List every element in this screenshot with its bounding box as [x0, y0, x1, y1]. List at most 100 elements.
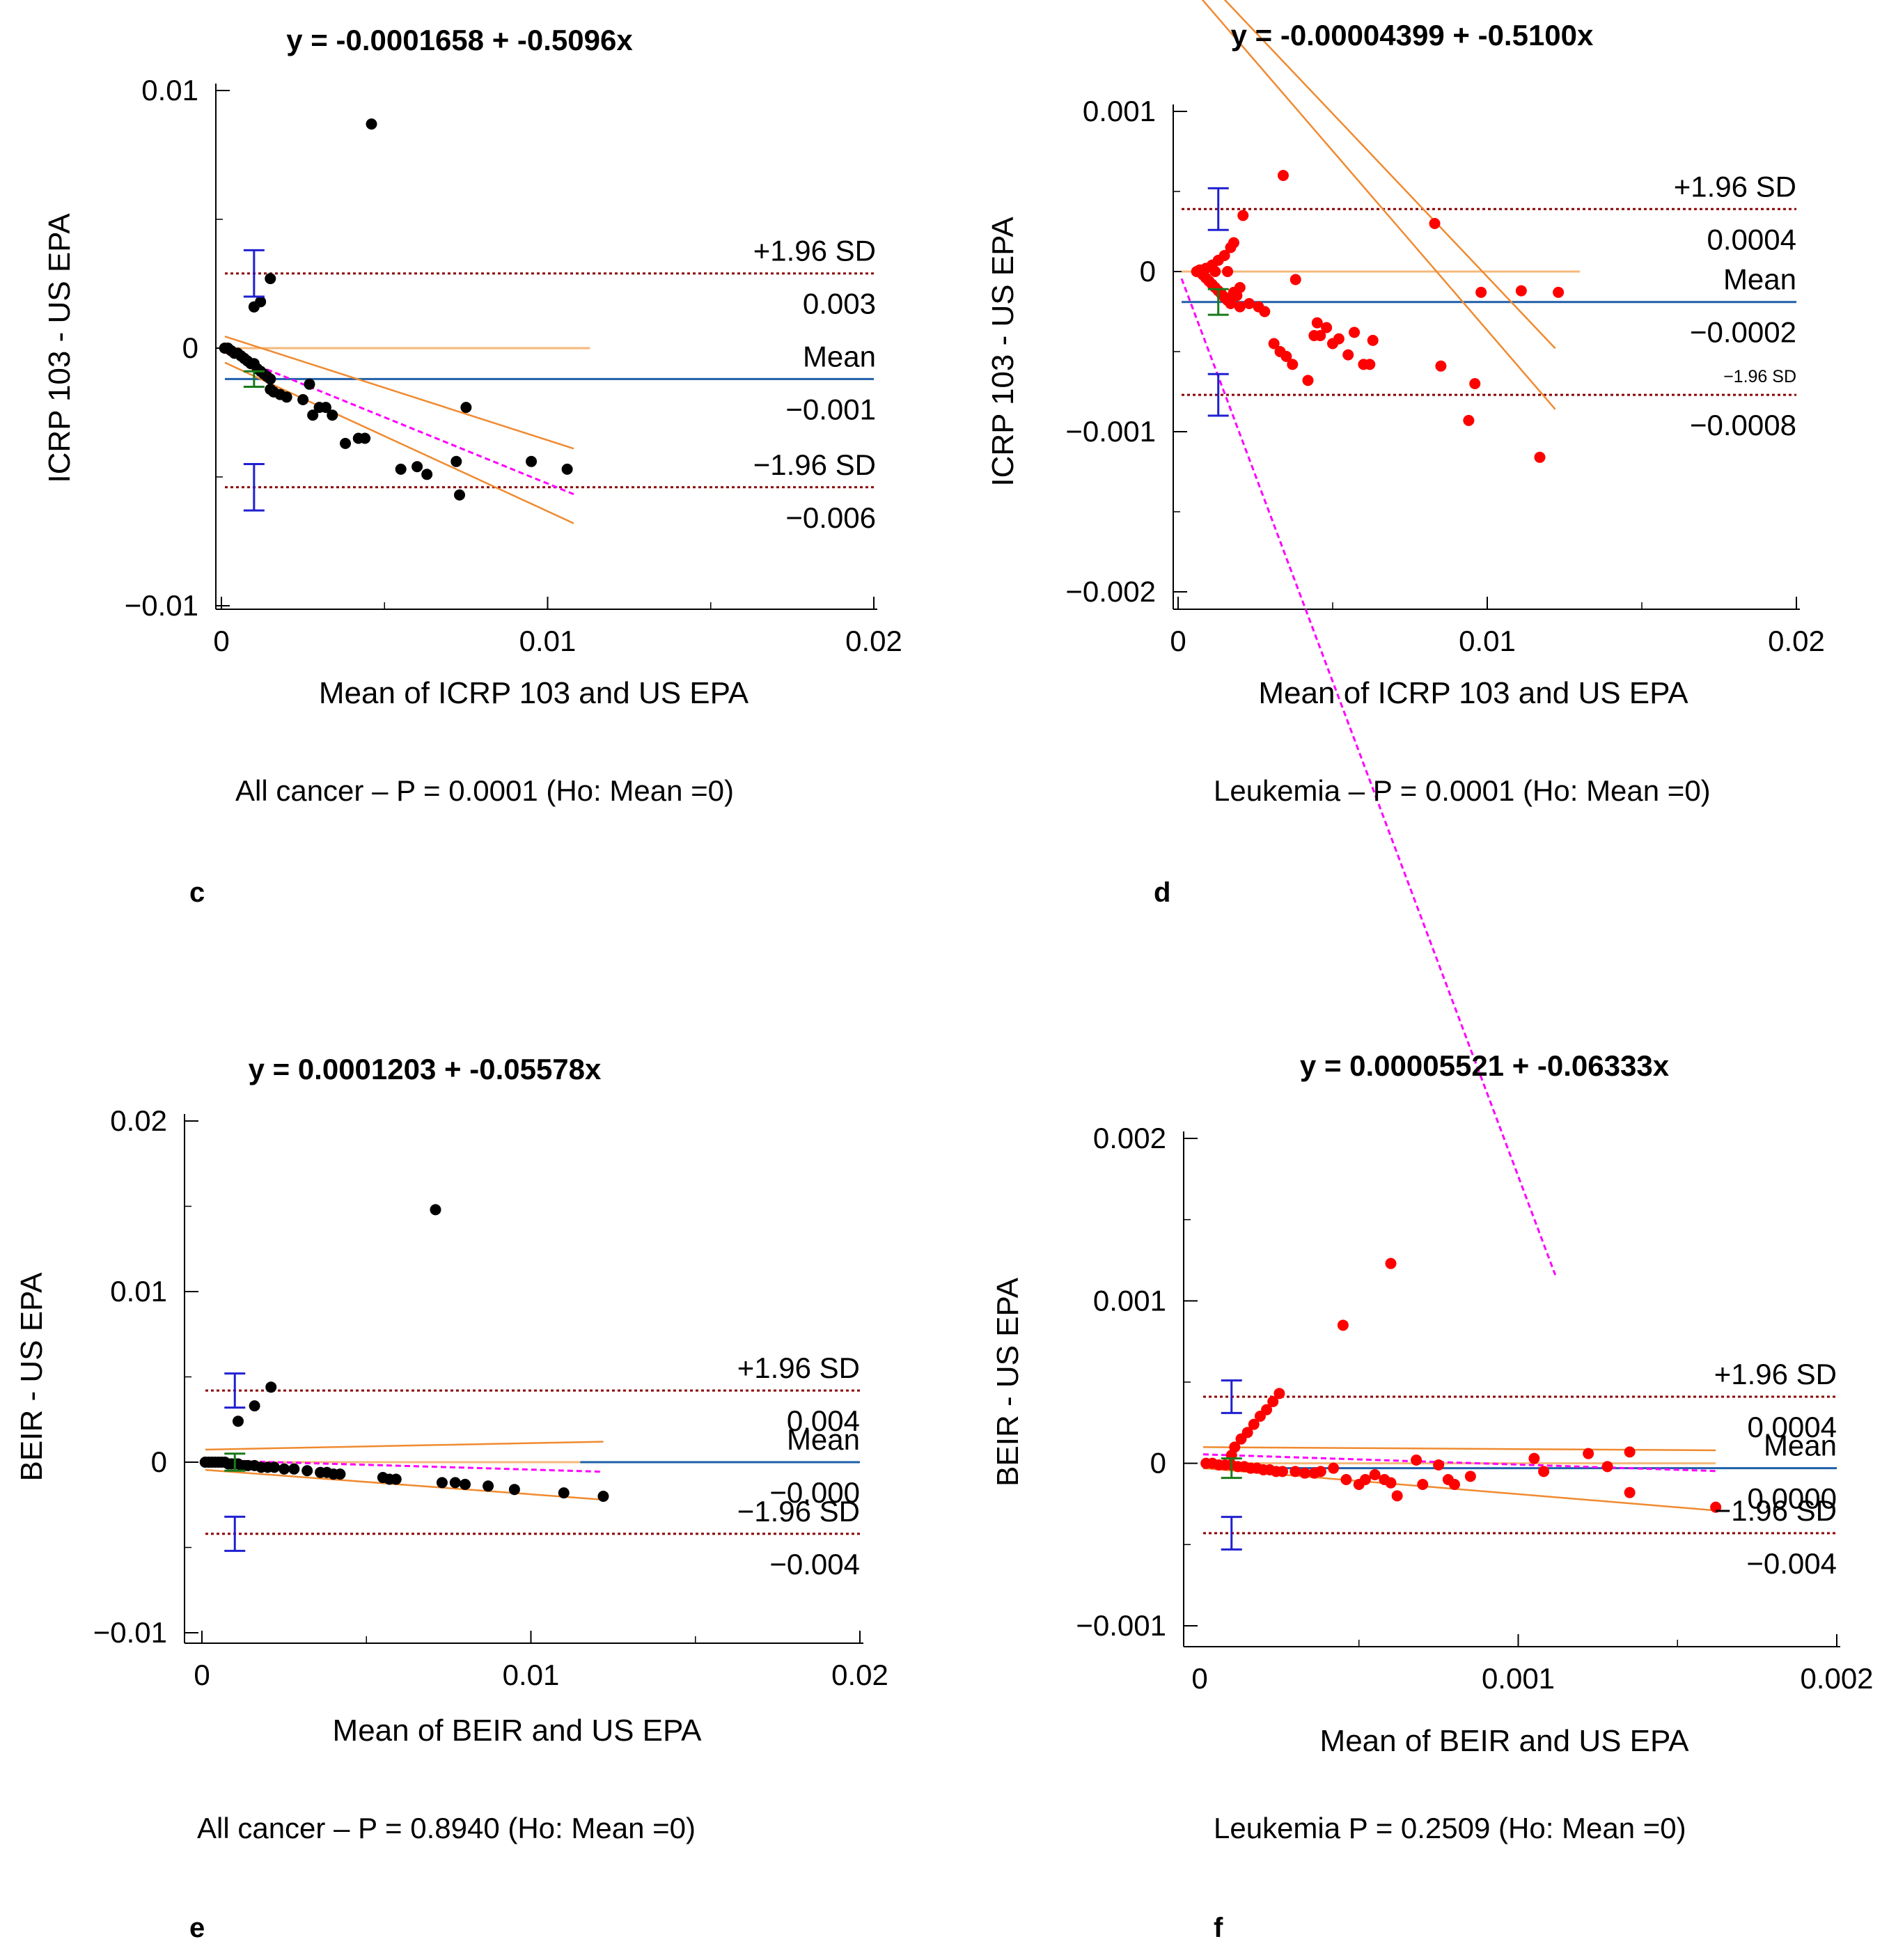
x-axis-label: Mean of ICRP 103 and US EPA	[1258, 676, 1688, 710]
data-point	[561, 463, 573, 475]
line-annotation: −1.96 SD	[1714, 1494, 1837, 1527]
data-point	[1385, 1477, 1397, 1489]
x-tick-label: 0.02	[831, 1659, 888, 1691]
data-point	[1237, 210, 1249, 221]
y-tick-label: 0.01	[110, 1275, 167, 1308]
y-tick-label: −0.01	[125, 589, 198, 622]
data-point	[1624, 1487, 1636, 1498]
data-point	[1624, 1446, 1636, 1458]
data-point	[1369, 1469, 1381, 1480]
data-point	[1435, 360, 1447, 372]
line-annotation: −0.004	[769, 1548, 860, 1581]
x-tick-label: 0.01	[1459, 625, 1516, 657]
data-point	[1475, 286, 1487, 298]
regression-line	[1180, 278, 1557, 1276]
data-point	[449, 1477, 461, 1489]
data-point	[1534, 451, 1546, 463]
regression-line	[205, 1459, 604, 1473]
data-point	[320, 402, 331, 414]
x-tick-label: 0.02	[845, 625, 902, 657]
panel-caption: All cancer – P = 0.0001 (Ho: Mean =0)	[235, 774, 734, 807]
data-point	[327, 409, 338, 421]
data-point	[460, 1478, 471, 1490]
data-point	[1417, 1479, 1429, 1490]
line-annotation: 0.004	[787, 1404, 860, 1437]
y-axis-label: ICRP 103 - US EPA	[986, 217, 1020, 487]
data-point	[1273, 1388, 1285, 1400]
x-axis-label: Mean of BEIR and US EPA	[333, 1714, 703, 1748]
data-point	[1321, 322, 1333, 334]
data-point	[526, 455, 538, 467]
data-point	[1601, 1461, 1613, 1473]
data-point	[395, 463, 407, 475]
data-point	[1391, 1490, 1403, 1502]
line-annotation: −1.96 SD	[753, 448, 876, 481]
data-point	[1315, 330, 1326, 341]
data-point	[1287, 359, 1299, 370]
panel-letter: e	[189, 1913, 205, 1943]
data-point	[460, 402, 472, 414]
y-tick-label: −0.002	[1065, 575, 1156, 608]
data-point	[1367, 334, 1379, 346]
data-point	[1385, 1257, 1397, 1269]
line-annotation: −0.004	[1746, 1547, 1837, 1580]
y-tick-label: 0.001	[1093, 1284, 1166, 1317]
x-tick-label: 0.02	[1768, 625, 1825, 657]
data-point	[1349, 327, 1361, 338]
data-point	[1248, 1418, 1260, 1430]
data-point	[1276, 1466, 1288, 1477]
data-point	[281, 391, 292, 403]
data-point	[359, 432, 371, 444]
data-point	[1267, 1396, 1279, 1407]
data-point	[232, 1416, 244, 1427]
y-tick-label: −0.001	[1065, 415, 1156, 448]
y-tick-label: 0	[1140, 255, 1156, 288]
x-tick-label: 0	[213, 625, 229, 657]
panel-letter: f	[1214, 1913, 1223, 1943]
y-axis-label: ICRP 103 - US EPA	[42, 213, 77, 483]
data-point	[1463, 414, 1475, 426]
data-point	[1449, 1479, 1460, 1490]
x-axis-label: Mean of ICRP 103 and US EPA	[319, 676, 749, 710]
line-annotation: Mean	[803, 340, 876, 373]
data-point	[450, 455, 462, 467]
regression-line	[1202, 1453, 1716, 1473]
data-point	[1359, 1474, 1371, 1485]
chart-title: y = -0.0001658 + -0.5096x	[286, 24, 633, 56]
x-tick-label: 0	[1170, 625, 1186, 657]
data-point	[249, 1400, 260, 1412]
data-point	[1290, 1466, 1301, 1477]
data-point	[411, 461, 423, 473]
chart-title: y = 0.00005521 + -0.06333x	[1300, 1049, 1670, 1082]
line-annotation: +1.96 SD	[737, 1351, 860, 1384]
data-point	[1337, 1319, 1349, 1331]
data-point	[558, 1487, 570, 1499]
data-point	[1225, 298, 1237, 309]
data-point	[1311, 317, 1323, 329]
y-tick-label: 0.01	[141, 74, 198, 107]
regression-ci-lower	[205, 1468, 604, 1501]
y-tick-label: 0	[1150, 1447, 1166, 1480]
line-annotation: Mean	[1723, 263, 1796, 296]
data-point	[1277, 170, 1289, 181]
regression-ci-upper	[1202, 1446, 1716, 1452]
line-annotation: Mean	[787, 1423, 860, 1456]
panel-letter: c	[189, 877, 205, 908]
panel-caption: All cancer – P = 0.8940 (Ho: Mean =0)	[197, 1812, 696, 1844]
data-point	[1710, 1501, 1722, 1513]
regression-ci-lower	[224, 361, 574, 524]
data-point	[1290, 274, 1301, 285]
data-point	[1433, 1459, 1445, 1471]
chart-title: y = -0.00004399 + -0.5100x	[1231, 19, 1594, 52]
data-point	[307, 409, 319, 421]
line-annotation: Mean	[1764, 1429, 1837, 1462]
data-point	[1538, 1466, 1550, 1477]
data-point	[334, 1468, 346, 1480]
data-point	[279, 1463, 290, 1475]
data-point	[1469, 378, 1481, 389]
x-tick-label: 0	[194, 1659, 210, 1691]
data-point	[265, 373, 276, 385]
data-point	[297, 394, 309, 405]
